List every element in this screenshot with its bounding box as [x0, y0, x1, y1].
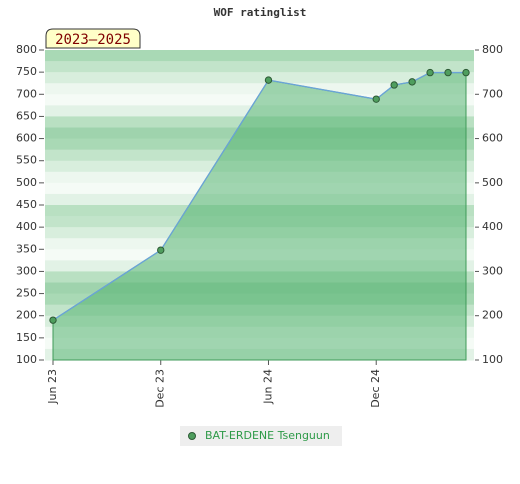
point [372, 95, 380, 103]
y-tick-label: 400 [16, 220, 37, 233]
y-tick-label: 700 [16, 87, 37, 100]
point [408, 78, 416, 86]
y-tick-label: 300 [16, 264, 37, 277]
point [426, 68, 434, 77]
y2-tick-label: 500 [482, 176, 503, 189]
point [462, 68, 470, 77]
y-tick-label: 350 [16, 242, 37, 255]
y-tick-label: 450 [16, 198, 37, 211]
y2-tick-label: 200 [482, 309, 503, 322]
stripe [45, 50, 474, 62]
period-label: 2023–2025 [55, 32, 131, 48]
y2-tick-label: 100 [482, 353, 503, 366]
y2-tick-label: 600 [482, 132, 503, 145]
stripe [45, 72, 474, 84]
legend-marker [188, 432, 196, 440]
x-tick-label: Dec 23 [154, 369, 167, 408]
stripe [45, 61, 474, 73]
chart-title: WOF ratinglist [214, 6, 307, 19]
x-tick-label: Jun 23 [46, 369, 59, 405]
stripe [45, 83, 474, 95]
y-tick-label: 150 [16, 331, 37, 344]
y2-tick-label: 700 [482, 87, 503, 100]
point [390, 81, 398, 89]
y-tick-label: 650 [16, 109, 37, 122]
y-tick-label: 750 [16, 65, 37, 78]
y-tick-label: 500 [16, 176, 37, 189]
y-tick-label: 550 [16, 154, 37, 167]
point [444, 68, 452, 77]
y-tick-label: 800 [16, 43, 37, 56]
y2-tick-label: 800 [482, 43, 503, 56]
period-box [45, 28, 141, 49]
y-tick-label: 100 [16, 353, 37, 366]
y2-tick-label: 400 [482, 220, 503, 233]
x-tick-label: Jun 24 [261, 369, 274, 405]
point [157, 246, 165, 254]
y2-tick-label: 300 [482, 264, 503, 277]
x-tick-label: Dec 24 [369, 369, 382, 408]
legend-label: BAT-ERDENE Tsenguun [205, 429, 330, 442]
point [264, 76, 273, 84]
legend-box [180, 426, 342, 446]
y-tick-label: 200 [16, 309, 37, 322]
point [49, 316, 57, 324]
y-tick-label: 600 [16, 132, 37, 145]
y-tick-label: 250 [16, 287, 37, 300]
